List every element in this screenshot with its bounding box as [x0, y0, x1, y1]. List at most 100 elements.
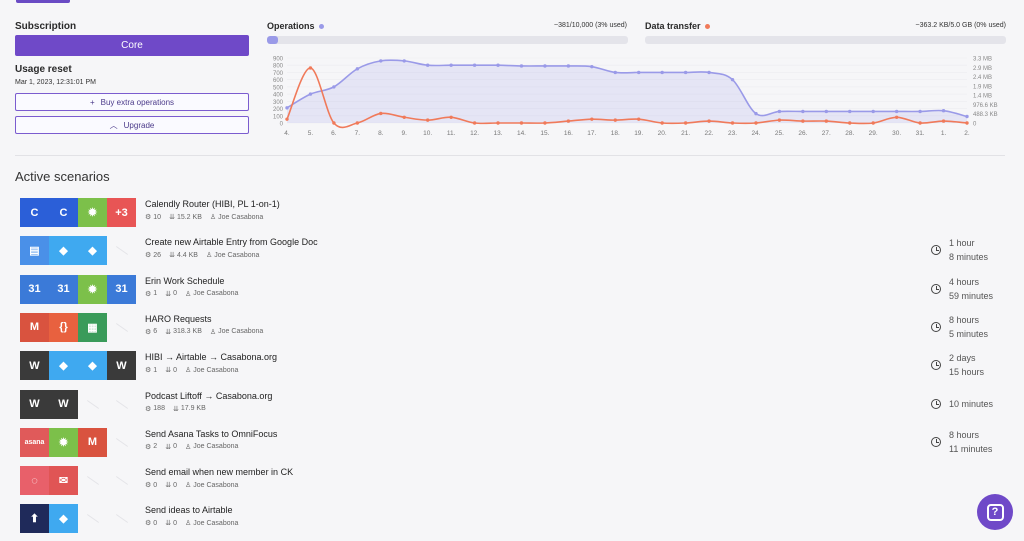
scenario-meta: ⚙ 26 ⇊ 4.4 KB ♙ Joe Casabona — [145, 251, 260, 260]
y-left-tick-label: 600 — [273, 78, 284, 84]
scenario-name[interactable]: Podcast Liftoff → Casabona.org — [145, 390, 273, 401]
gear-icon: ⚙ — [145, 405, 152, 413]
upgrade-button[interactable]: ︿ Upgrade — [15, 116, 249, 134]
scenario-app-icons: ◌ ✉ — [20, 466, 136, 496]
data-point — [730, 121, 735, 125]
data-point — [637, 117, 641, 121]
data-point — [566, 119, 571, 123]
scenario-schedule: 2 days 15 hours — [931, 351, 984, 379]
owner-name: Joe Casabona — [214, 251, 260, 259]
scenario-meta: ⚙ 2 ⇊ 0 ♙ Joe Casabona — [145, 443, 238, 451]
gear-icon: ⚙ — [145, 482, 152, 490]
scenario-app-icons: asana ✹ M — [20, 427, 136, 457]
data-point — [496, 63, 500, 67]
data-transfer-legend-dot — [704, 23, 710, 29]
scenario-owner: ♙ Joe Casabona — [205, 251, 260, 260]
scenario-app-icons: ▤ ◆ ◆ — [20, 236, 136, 266]
operations-count: ⚙ 1 — [145, 366, 158, 375]
data-transfer-usage: ~363.2 KB/5.0 GB (0% used) — [915, 22, 1006, 29]
data-point — [894, 109, 899, 114]
operations-count-value: 26 — [153, 251, 162, 259]
scenario-name[interactable]: HIBI → Airtable → Casabona.org — [145, 352, 278, 363]
chevron-up-icon: ︿ — [109, 120, 118, 130]
y-right-tick-label: 488.3 KB — [973, 112, 998, 118]
operations-count: ⚙ 6 — [145, 328, 157, 336]
scenario-row[interactable]: W ◆ ◆ W HIBI → Airtable → Casabona.org ⚙ 1 ⇊ 0 ♙ J… — [20, 351, 1010, 382]
scenario-row[interactable]: ◌ ✉ Send email when new member in CK ⚙ 0 ⇊ 0 ♙ J… — [20, 466, 1010, 497]
scenario-name[interactable]: Send ideas to Airtable — [145, 505, 233, 516]
scenario-row[interactable]: asana ✹ M Send Asana Tasks to OmniFocus ⚙ 2 ⇊ 0… — [20, 427, 1010, 459]
scenario-name[interactable]: Erin Work Schedule — [145, 275, 225, 286]
buy-extra-operations-button[interactable]: + Buy extra operations — [15, 93, 249, 111]
data-point — [519, 121, 524, 125]
data-point — [941, 109, 946, 113]
data-point — [285, 106, 289, 110]
operations-count-value: 1 — [153, 366, 158, 374]
convertkit-icon: ◌ — [20, 466, 49, 496]
scenario-row[interactable]: W W Podcast Liftoff → Casabona.org ⚙ 188 ⇊ 17.… — [20, 389, 1010, 421]
scenario-name[interactable]: Send email when new member in CK — [145, 467, 294, 478]
scenario-row[interactable]: ▤ ◆ ◆ Create new Airtable Entry from Google… — [20, 236, 1010, 267]
buy-extra-operations-label: Buy extra operations — [100, 97, 175, 107]
x-tick-label: 31. — [916, 130, 925, 137]
schedule-line-1: 1 hour — [949, 238, 975, 249]
data-point — [332, 121, 336, 125]
data-point — [308, 92, 313, 96]
data-transfer-size: ⇊ 15.2 KB — [169, 213, 202, 222]
gear-icon: ✹ — [78, 198, 107, 227]
scenario-name[interactable]: Calendly Router (HIBI, PL 1-on-1) — [145, 199, 280, 209]
email-icon: ✉ — [49, 466, 78, 496]
user-icon: ♙ — [205, 252, 213, 260]
scenario-schedule: 1 hour 8 minutes — [931, 236, 988, 264]
operations-count: ⚙ 1 — [145, 290, 157, 298]
plan-button[interactable]: Core — [15, 35, 249, 56]
x-tick-label: 21. — [681, 130, 690, 137]
data-point — [613, 118, 617, 122]
gear-icon: ✹ — [78, 274, 107, 304]
y-left-tick-label: 200 — [273, 107, 284, 113]
data-point — [848, 121, 852, 125]
google-sheets-icon: ▦ — [78, 312, 107, 342]
data-point — [566, 64, 571, 68]
data-point — [613, 70, 617, 75]
clock-icon — [931, 321, 941, 332]
help-chat-button[interactable]: ? — [977, 494, 1013, 530]
x-tick-label: 1. — [941, 130, 947, 137]
scenario-name[interactable]: HARO Requests — [145, 313, 212, 324]
scenario-name[interactable]: Create new Airtable Entry from Google Do… — [145, 237, 318, 248]
operations-count-value: 0 — [153, 481, 158, 489]
scenario-meta: ⚙ 188 ⇊ 17.9 KB — [145, 405, 206, 413]
series-area — [287, 60, 967, 123]
gear-icon: ⚙ — [145, 214, 152, 221]
scenario-meta: ⚙ 0 ⇊ 0 ♙ Joe Casabona — [145, 519, 238, 528]
data-point — [590, 64, 594, 69]
operations-count: ⚙ 2 — [145, 443, 157, 451]
scenario-row[interactable]: C C ✹ +3 Calendly Router (HIBI, PL 1-on-1) ⚙ 1… — [20, 198, 1010, 229]
data-point — [918, 109, 922, 114]
scenario-schedule: 10 minutes — [931, 397, 993, 411]
data-transfer-title: Data transfer — [645, 21, 710, 31]
data-transfer-size: ⇊ 17.9 KB — [173, 405, 206, 413]
scenario-name[interactable]: Send Asana Tasks to OmniFocus — [145, 428, 278, 439]
scenario-row[interactable]: ⬆ ◆ Send ideas to Airtable ⚙ 0 ⇊ 0 ♙ Joe Casabon… — [20, 504, 1010, 535]
more-apps-badge: +3 — [107, 198, 136, 227]
wordpress-icon: W — [20, 389, 49, 419]
operations-count-value: 2 — [153, 443, 158, 451]
data-point — [894, 115, 899, 119]
data-transfer-value: 15.2 KB — [176, 213, 202, 221]
scenario-row[interactable]: M{} ▦ HARO Requests ⚙ 6 ⇊ 318.3 KB ♙ Joe Casabon… — [20, 312, 1010, 344]
schedule-line-1: 10 minutes — [949, 398, 994, 409]
clock-icon — [931, 245, 941, 256]
schedule-text: 1 hour 8 minutes — [949, 236, 988, 264]
x-tick-label: 20. — [658, 130, 667, 137]
gear-icon: ⚙ — [145, 520, 152, 528]
x-tick-label: 11. — [447, 130, 456, 137]
scenario-row[interactable]: 31 31 ✹ 31 Erin Work Schedule ⚙ 1 ⇊ 0 ♙ Joe Casabo… — [20, 274, 1010, 306]
clock-icon — [931, 398, 941, 409]
x-tick-label: 14. — [517, 130, 526, 137]
y-left-tick-label: 800 — [273, 64, 284, 70]
data-point — [285, 117, 289, 121]
empty-app-slot — [107, 428, 136, 457]
scenario-app-icons: ⬆ ◆ — [20, 504, 136, 534]
ideas-app-icon: ⬆ — [20, 504, 49, 534]
